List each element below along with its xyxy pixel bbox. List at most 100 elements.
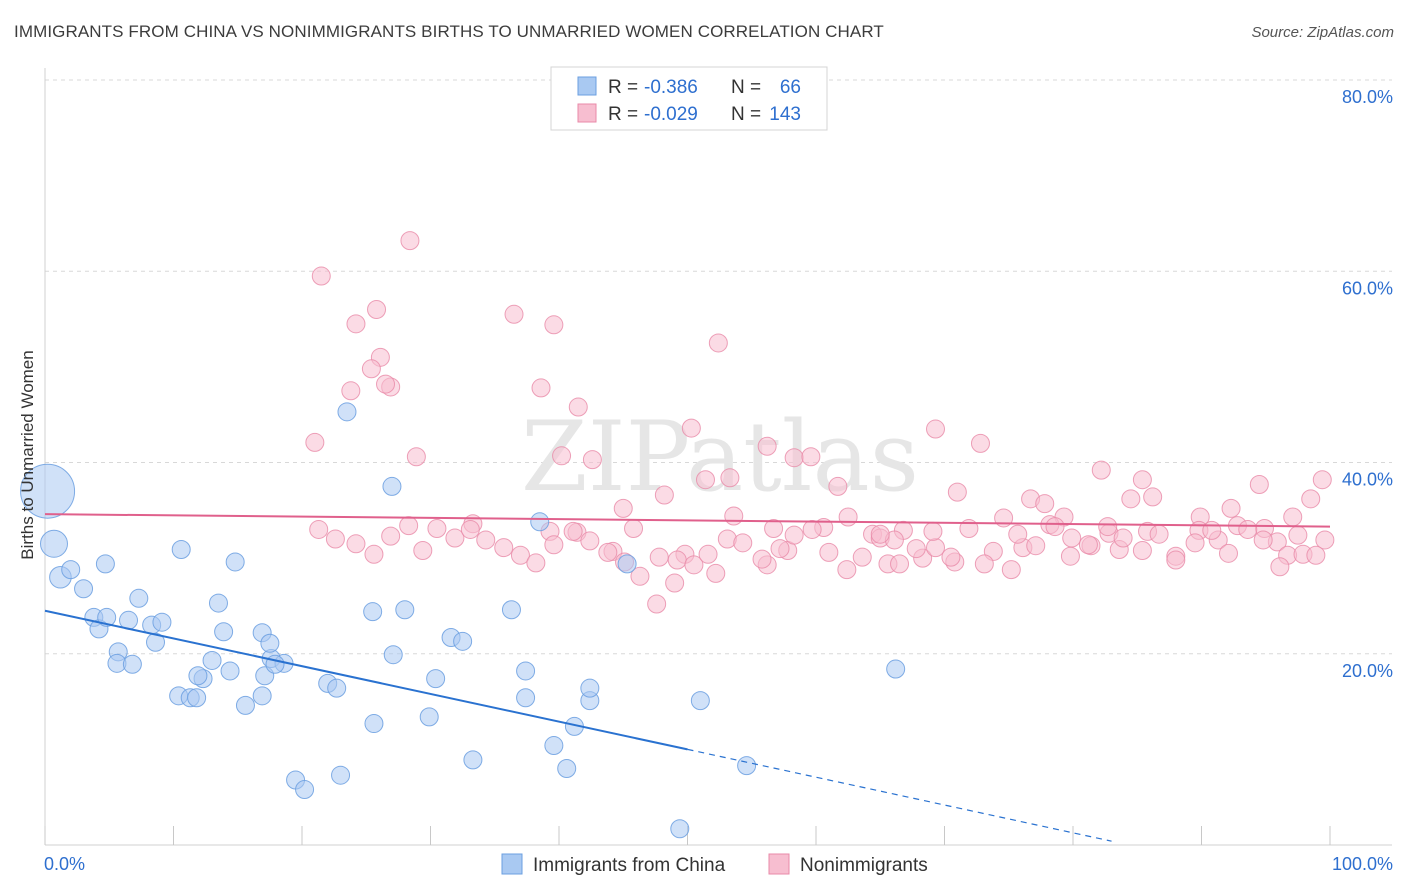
nonimmigrant-point [346, 534, 366, 554]
legend-swatch [577, 76, 597, 96]
china-point [690, 691, 710, 711]
nonimmigrant-point [649, 547, 669, 567]
china-point [426, 669, 446, 689]
nonimmigrant-point [974, 554, 994, 574]
nonimmigrant-point [309, 519, 329, 539]
china-point [208, 593, 228, 613]
nonimmigrant-point [341, 381, 361, 401]
china-point [146, 632, 166, 652]
nonimmigrant-point [802, 519, 822, 539]
x-tick-label: 0.0% [44, 854, 85, 874]
chart-source: Source: ZipAtlas.com [1251, 24, 1394, 41]
china-point [95, 554, 115, 574]
china-point [39, 529, 68, 558]
china-point [331, 765, 351, 785]
china-point [188, 666, 208, 686]
china-point [122, 654, 142, 674]
x-tick-label: 100.0% [1332, 854, 1393, 874]
nonimmigrant-point [1143, 487, 1163, 507]
nonimmigrant-point [708, 333, 728, 353]
china-point [886, 659, 906, 679]
china-point [516, 661, 536, 681]
china-point [97, 607, 117, 627]
y-tick-label: 40.0% [1342, 470, 1393, 490]
legend-n-label: N = [731, 77, 761, 98]
nonimmigrant-point [1060, 546, 1080, 566]
china-point [74, 579, 94, 599]
nonimmigrant-point [1270, 557, 1290, 577]
china-point [129, 588, 149, 608]
china-point [516, 688, 536, 708]
legend-swatch-china [501, 853, 523, 875]
nonimmigrant-point [801, 447, 821, 467]
china-point [617, 554, 637, 574]
legend-label-china: Immigrants from China [533, 855, 726, 876]
nonimmigrant-point [784, 448, 804, 468]
nonimmigrant-point [706, 563, 726, 583]
nonimmigrant-point [544, 315, 564, 335]
nonimmigrant-point [1202, 520, 1222, 540]
legend-n-label: N = [731, 104, 761, 125]
nonimmigrant-point [580, 531, 600, 551]
nonimmigrant-point [890, 554, 910, 574]
nonimmigrant-point [926, 419, 946, 439]
china-point [453, 631, 473, 651]
nonimmigrant-point [923, 521, 943, 541]
legend-swatch-nonimmigrants [768, 853, 790, 875]
nonimmigrant-point [1253, 530, 1273, 550]
nonimmigrant-point [724, 506, 744, 526]
nonimmigrant-point [733, 533, 753, 553]
nonimmigrant-point [837, 560, 857, 580]
y-tick-label: 20.0% [1342, 661, 1393, 681]
nonimmigrant-point [510, 545, 530, 565]
nonimmigrant-point [624, 518, 644, 538]
china-point [20, 463, 76, 519]
nonimmigrant-point [784, 525, 804, 545]
china-point [363, 602, 383, 622]
correlation-legend: R = -0.386 N = 66 R = -0.029 N = 143 [550, 66, 828, 131]
china-point [260, 633, 280, 653]
nonimmigrant-point [1008, 524, 1028, 544]
nonimmigrant-point [970, 433, 990, 453]
nonimmigrant-point [445, 528, 465, 548]
china-point [364, 714, 384, 734]
nonimmigrant-point [531, 378, 551, 398]
nonimmigrant-point [838, 507, 858, 527]
china-point [187, 688, 207, 708]
watermark-text: ZIPatlas [521, 401, 919, 513]
china-point [737, 756, 757, 776]
china-point [382, 476, 402, 496]
legend-box [550, 66, 828, 131]
nonimmigrant-point [906, 539, 926, 559]
nonimmigrant-point [681, 418, 701, 438]
nonimmigrant-point [757, 436, 777, 456]
nonimmigrant-point [504, 304, 524, 324]
nonimmigrant-point [399, 516, 419, 536]
china-point [419, 707, 439, 727]
nonimmigrant-point [476, 530, 496, 550]
nonimmigrant-point [852, 547, 872, 567]
china-point [225, 552, 245, 572]
nonimmigrant-point [1091, 460, 1111, 480]
data-points [20, 231, 1335, 839]
chart-title: IMMIGRANTS FROM CHINA VS NONIMMIGRANTS B… [14, 22, 884, 41]
nonimmigrant-point [1149, 524, 1169, 544]
nonimmigrant-point [544, 535, 564, 555]
nonimmigrant-point [526, 553, 546, 573]
china-point [544, 736, 564, 756]
nonimmigrant-point [1306, 545, 1326, 565]
china-point [395, 600, 415, 620]
nonimmigrant-point [1238, 519, 1258, 539]
nonimmigrant-point [376, 374, 396, 394]
nonimmigrant-point [1045, 517, 1065, 537]
nonimmigrant-point [1185, 533, 1205, 553]
nonimmigrant-point [926, 538, 946, 558]
china-point [670, 819, 690, 839]
nonimmigrant-point [1113, 528, 1133, 548]
china-point [557, 759, 577, 778]
nonimmigrant-point [381, 526, 401, 546]
china-point [252, 686, 272, 706]
nonimmigrant-point [870, 524, 890, 544]
nonimmigrant-point [1121, 489, 1141, 509]
